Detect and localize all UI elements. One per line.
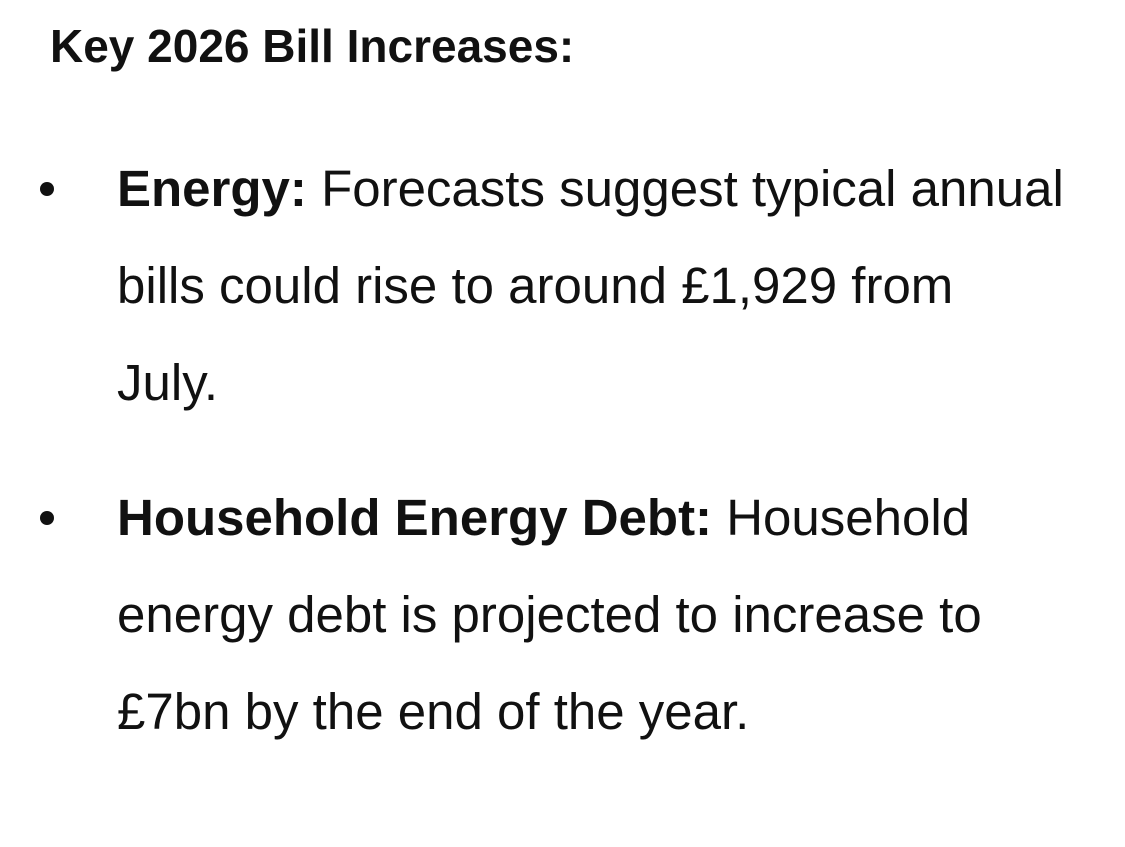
- bullet: [40, 511, 54, 525]
- item-text: Household energy debt is projected to in…: [117, 489, 982, 740]
- bullet-list: Energy: Forecasts suggest typical annual…: [0, 140, 1067, 798]
- item-label: Energy:: [117, 160, 307, 217]
- bullet: [40, 182, 54, 196]
- heading: Key 2026 Bill Increases:: [50, 20, 575, 72]
- item-text: Forecasts suggest typical annual bills c…: [117, 160, 1064, 411]
- item-label: Household Energy Debt:: [117, 489, 713, 546]
- list-item: Energy: Forecasts suggest typical annual…: [0, 140, 1067, 431]
- list-item: Household Energy Debt: Household energy …: [0, 469, 1067, 760]
